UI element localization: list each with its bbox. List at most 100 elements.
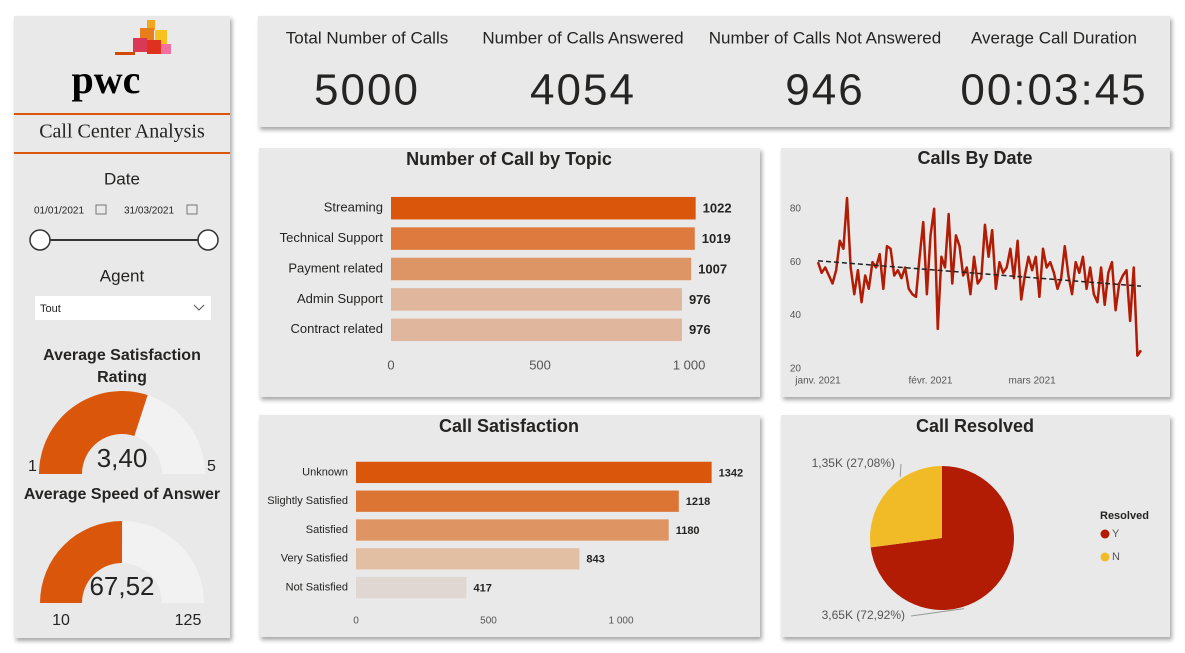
x-tick-label: févr. 2021 <box>909 376 953 387</box>
bar <box>391 196 696 220</box>
legend-marker <box>1100 552 1110 562</box>
value-label: 1218 <box>686 496 710 508</box>
category-label: Not Satisfied <box>286 582 348 594</box>
legend-marker <box>1100 529 1110 539</box>
gauge-title: Average Speed of Answer <box>23 486 221 503</box>
value-label: 1,35K (27,08%) <box>812 456 895 470</box>
gauge-min: 10 <box>52 612 70 629</box>
logo-square <box>115 52 135 55</box>
slicer-title: Agent <box>100 266 145 285</box>
y-tick-label: 20 <box>790 364 802 375</box>
calendar-icon[interactable] <box>95 204 107 215</box>
pie-slice <box>870 466 942 548</box>
bar <box>391 318 682 342</box>
sidebar-title: Call Center Analysis <box>39 121 205 143</box>
kpi-value: 946 <box>785 66 864 115</box>
category-label: Payment related <box>288 260 383 275</box>
bar <box>356 548 580 570</box>
x-tick-label: 500 <box>529 357 551 372</box>
kpi-panel <box>258 16 1170 127</box>
gauge-value <box>40 521 123 603</box>
chevron <box>193 304 205 311</box>
category-label: Technical Support <box>280 230 384 245</box>
bar <box>356 519 669 541</box>
gauge-max: 5 <box>207 458 216 475</box>
chart-title: Calls By Date <box>917 148 1032 168</box>
logo-squares <box>115 20 171 55</box>
kpi-title: Total Number of Calls <box>286 28 449 47</box>
x-tick-label: 0 <box>353 616 359 627</box>
chart-title: Call Satisfaction <box>439 416 579 436</box>
date-end[interactable]: 31/03/2021 <box>124 206 174 217</box>
legend-label: N <box>1112 551 1120 563</box>
category-label: Admin Support <box>297 291 383 306</box>
legend-title: Resolved <box>1100 510 1149 522</box>
logo: pwc <box>72 57 141 102</box>
slider-handle[interactable] <box>29 229 51 251</box>
logo-square <box>161 44 171 54</box>
bar <box>391 227 695 250</box>
kpi-value: 5000 <box>314 66 420 115</box>
slicer-title: Date <box>104 169 140 188</box>
x-tick-label: 1 000 <box>608 616 633 627</box>
pie-slice <box>870 466 1014 611</box>
value-label: 976 <box>689 322 711 337</box>
bar <box>356 461 712 484</box>
value-label: 417 <box>474 583 492 595</box>
category-label: Contract related <box>291 321 384 336</box>
gauge-value-label: 3,40 <box>97 443 148 473</box>
category-label: Satisfied <box>306 524 348 536</box>
gauge-min: 1 <box>28 458 37 475</box>
value-label: 1342 <box>719 467 743 479</box>
value-label: 976 <box>689 292 711 307</box>
leader-line <box>899 463 902 477</box>
bar <box>356 490 679 512</box>
category-label: Unknown <box>302 466 348 478</box>
x-tick-label: 500 <box>480 616 497 627</box>
chart-title: Call Resolved <box>916 416 1034 436</box>
trend-line <box>817 260 1142 287</box>
x-tick-label: janv. 2021 <box>794 376 841 387</box>
slider-handle[interactable] <box>197 229 219 251</box>
dropdown-value[interactable]: Tout <box>40 303 61 315</box>
kpi-value: 4054 <box>530 66 636 115</box>
category-label: Slightly Satisfied <box>267 495 348 507</box>
bar <box>391 288 682 311</box>
y-tick-label: 60 <box>790 257 802 268</box>
x-tick-label: 0 <box>387 357 394 372</box>
value-label: 843 <box>586 554 604 566</box>
calendar-icon[interactable] <box>186 204 198 215</box>
line <box>816 196 1143 357</box>
y-tick-label: 40 <box>790 310 802 321</box>
kpi-title: Number of Calls Answered <box>482 28 683 47</box>
leader-line <box>910 608 964 617</box>
bar <box>391 257 692 281</box>
logo-square <box>140 28 154 40</box>
logo-square <box>133 38 147 52</box>
value-label: 3,65K (72,92%) <box>822 608 905 622</box>
chart-title: Number of Call by Topic <box>406 149 612 169</box>
dropdown[interactable] <box>35 296 211 320</box>
gauge-title: Average Satisfaction Rating <box>43 347 201 386</box>
x-tick-label: mars 2021 <box>1008 376 1056 387</box>
value-label: 1022 <box>703 201 732 216</box>
x-tick-label: 1 000 <box>673 357 706 372</box>
y-tick-label: 80 <box>790 203 802 214</box>
legend-label: Y <box>1112 528 1120 540</box>
logo-square <box>147 40 161 54</box>
gauge-value-label: 67,52 <box>89 571 154 601</box>
value-label: 1007 <box>698 261 727 276</box>
logo-square <box>147 20 155 30</box>
category-label: Very Satisfied <box>281 553 348 565</box>
kpi-title: Average Call Duration <box>971 28 1137 47</box>
kpi-value: 00:03:45 <box>960 66 1147 115</box>
gauge-max: 125 <box>175 612 202 629</box>
kpi-title: Number of Calls Not Answered <box>709 28 941 47</box>
date-start[interactable]: 01/01/2021 <box>34 206 84 217</box>
value-label: 1180 <box>676 525 700 537</box>
bar <box>356 576 467 599</box>
value-label: 1019 <box>702 231 731 246</box>
gauge-value <box>39 391 148 474</box>
